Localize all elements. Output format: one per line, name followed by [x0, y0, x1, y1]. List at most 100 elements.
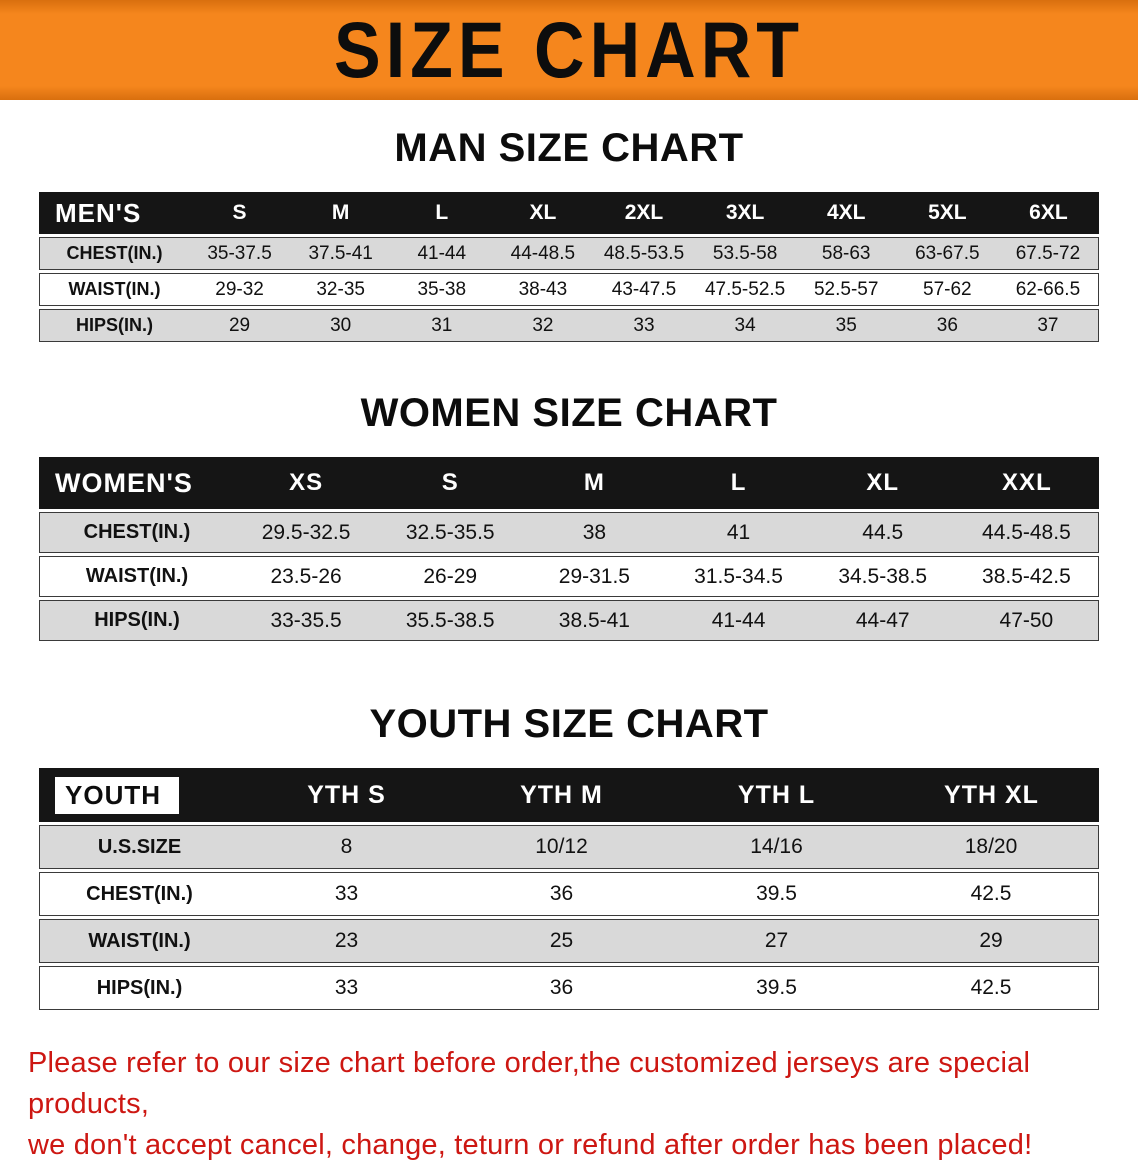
- size-header-cell: XL: [492, 192, 594, 234]
- value-cell: 35.5-38.5: [378, 600, 523, 641]
- value-cell: 31: [391, 309, 493, 342]
- value-cell: 43-47.5: [593, 273, 695, 306]
- size-table-row: WAIST(IN.) 23.5-26 26-29 29-31.5 31.5-34.5 34…: [39, 556, 1099, 597]
- value-cell: 32.5-35.5: [378, 512, 523, 553]
- size-header-text: XXL: [1002, 469, 1052, 496]
- size-header-cell: L: [391, 192, 493, 234]
- size-header-cell: 3XL: [694, 192, 796, 234]
- value-cell: 8: [239, 825, 454, 869]
- value-cell: 33: [593, 309, 695, 342]
- table-title-cell: WOMEN'S: [39, 457, 234, 509]
- size-table-row: WAIST(IN.) 29-32 32-35 35-38 38-43 43-47.5 47.…: [39, 273, 1099, 306]
- row-label-cell: HIPS(IN.): [39, 966, 239, 1010]
- size-header-cell: YTH L: [669, 768, 884, 822]
- value-cell: 67.5-72: [997, 237, 1099, 270]
- youth-size-table: YOUTH YTH S YTH M YTH L YTH XL U.S.SIZE 8 10/12…: [39, 765, 1099, 1013]
- row-label-cell: HIPS(IN.): [39, 600, 234, 641]
- value-cell: 57-62: [896, 273, 998, 306]
- value-cell: 36: [454, 966, 669, 1010]
- disclaimer-line-1: Please refer to our size chart before or…: [28, 1047, 1031, 1121]
- size-header-cell: YTH M: [454, 768, 669, 822]
- value-cell: 29-32: [189, 273, 291, 306]
- banner-title: SIZE CHART: [334, 6, 804, 94]
- table-title-text: YOUTH: [55, 776, 179, 814]
- size-header-text: S: [441, 469, 459, 496]
- row-label-cell: U.S.SIZE: [39, 825, 239, 869]
- value-cell: 52.5-57: [795, 273, 897, 306]
- row-label-cell: HIPS(IN.): [39, 309, 189, 342]
- size-header-text: M: [583, 469, 605, 496]
- size-table-header-row: MEN'S S M L XL 2XL 3XL 4XL 5XL 6XL: [39, 192, 1099, 234]
- value-cell: 10/12: [454, 825, 669, 869]
- size-header-cell: M: [290, 192, 392, 234]
- value-cell: 38: [522, 512, 667, 553]
- size-table-row: HIPS(IN.) 33-35.5 35.5-38.5 38.5-41 41-44 44-…: [39, 600, 1099, 641]
- value-cell: 35-38: [391, 273, 493, 306]
- size-table-row: WAIST(IN.) 23 25 27 29: [39, 919, 1099, 963]
- size-header-cell: S: [189, 192, 291, 234]
- value-cell: 35-37.5: [189, 237, 291, 270]
- value-cell: 30: [290, 309, 392, 342]
- size-header-text: 5XL: [928, 201, 967, 224]
- value-cell: 34.5-38.5: [810, 556, 955, 597]
- value-cell: 39.5: [669, 872, 884, 916]
- table-title-text: WOMEN'S: [55, 467, 193, 498]
- size-header-cell: 5XL: [896, 192, 998, 234]
- value-cell: 47-50: [954, 600, 1099, 641]
- men-size-table: MEN'S S M L XL 2XL 3XL 4XL 5XL 6XL CHEST(IN.) 35-37…: [39, 189, 1099, 345]
- size-header-cell: XXL: [954, 457, 1099, 509]
- size-header-cell: 6XL: [997, 192, 1099, 234]
- table-title-text: MEN'S: [55, 197, 142, 228]
- size-header-text: L: [435, 201, 449, 224]
- size-header-text: YTH S: [307, 780, 386, 809]
- value-cell: 39.5: [669, 966, 884, 1010]
- value-cell: 41-44: [391, 237, 493, 270]
- size-header-text: 2XL: [624, 201, 664, 224]
- size-header-text: YTH XL: [944, 780, 1039, 809]
- size-table-row: CHEST(IN.) 29.5-32.5 32.5-35.5 38 41 44.5 44.5…: [39, 512, 1099, 553]
- value-cell: 58-63: [795, 237, 897, 270]
- size-table-header-row: WOMEN'S XS S M L XL XXL: [39, 457, 1099, 509]
- size-header-text: L: [730, 469, 747, 496]
- women-size-chart-heading: WOMEN SIZE CHART: [360, 391, 778, 435]
- row-label-cell: CHEST(IN.): [39, 237, 189, 270]
- size-header-cell: YTH XL: [884, 768, 1099, 822]
- size-table-row: HIPS(IN.) 33 36 39.5 42.5: [39, 966, 1099, 1010]
- value-cell: 37.5-41: [290, 237, 392, 270]
- size-header-text: XS: [289, 469, 324, 496]
- size-header-cell: XL: [810, 457, 955, 509]
- size-table-row: U.S.SIZE 8 10/12 14/16 18/20: [39, 825, 1099, 869]
- value-cell: 31.5-34.5: [666, 556, 811, 597]
- value-cell: 36: [454, 872, 669, 916]
- row-label-cell: CHEST(IN.): [39, 512, 234, 553]
- value-cell: 38.5-41: [522, 600, 667, 641]
- youth-size-chart-heading: YOUTH SIZE CHART: [369, 702, 769, 746]
- size-header-text: XL: [866, 469, 900, 496]
- size-header-cell: 4XL: [795, 192, 897, 234]
- value-cell: 48.5-53.5: [593, 237, 695, 270]
- value-cell: 33-35.5: [234, 600, 379, 641]
- size-header-cell: S: [378, 457, 523, 509]
- value-cell: 29: [189, 309, 291, 342]
- value-cell: 47.5-52.5: [694, 273, 796, 306]
- value-cell: 41: [666, 512, 811, 553]
- value-cell: 23: [239, 919, 454, 963]
- value-cell: 44.5: [810, 512, 955, 553]
- value-cell: 29.5-32.5: [234, 512, 379, 553]
- value-cell: 38.5-42.5: [954, 556, 1099, 597]
- size-header-text: XL: [529, 201, 557, 224]
- value-cell: 36: [896, 309, 998, 342]
- size-chart-banner: SIZE CHART: [0, 0, 1138, 100]
- value-cell: 33: [239, 966, 454, 1010]
- size-header-text: 3XL: [725, 201, 765, 224]
- size-table-row: HIPS(IN.) 29 30 31 32 33 34 35 36 37: [39, 309, 1099, 342]
- size-header-text: 6XL: [1029, 201, 1068, 224]
- size-table-row: CHEST(IN.) 35-37.5 37.5-41 41-44 44-48.5 48.5…: [39, 237, 1099, 270]
- size-header-text: 4XL: [826, 201, 866, 224]
- value-cell: 44-47: [810, 600, 955, 641]
- value-cell: 62-66.5: [997, 273, 1099, 306]
- value-cell: 42.5: [884, 872, 1099, 916]
- value-cell: 37: [997, 309, 1099, 342]
- value-cell: 34: [694, 309, 796, 342]
- row-label-cell: WAIST(IN.): [39, 273, 189, 306]
